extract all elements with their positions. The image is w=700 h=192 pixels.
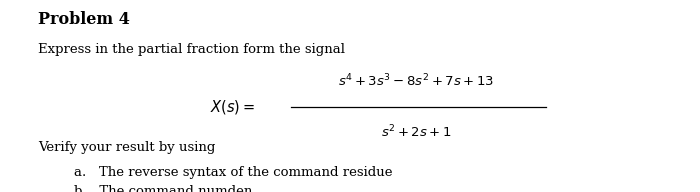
- Text: Problem 4: Problem 4: [38, 11, 130, 28]
- Text: $s^2 + 2s + 1$: $s^2 + 2s + 1$: [381, 124, 452, 140]
- Text: Verify your result by using: Verify your result by using: [38, 141, 216, 154]
- Text: Express in the partial fraction form the signal: Express in the partial fraction form the…: [38, 43, 346, 56]
- Text: b.   The command numden.: b. The command numden.: [74, 185, 256, 192]
- Text: $X(s) =$: $X(s) =$: [210, 98, 255, 116]
- Text: a.   The reverse syntax of the command residue: a. The reverse syntax of the command res…: [74, 166, 392, 179]
- Text: $s^4 + 3s^3 - 8s^2 + 7s + 13$: $s^4 + 3s^3 - 8s^2 + 7s + 13$: [338, 73, 495, 89]
